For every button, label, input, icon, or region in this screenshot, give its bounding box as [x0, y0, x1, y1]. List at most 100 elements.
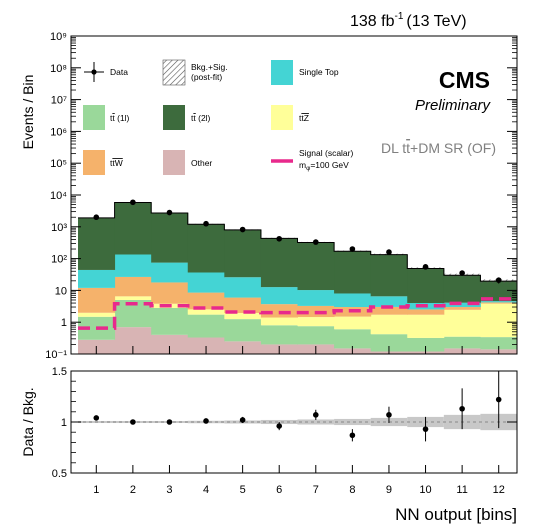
x-tick-label: 4 [203, 484, 209, 496]
ratio-point-bin-9 [386, 412, 392, 418]
bar-tt-w-bin-11 [443, 307, 481, 310]
svg-text:mφ=100 GeV: mφ=100 GeV [299, 160, 349, 172]
bar-tt-2l--bin-10 [407, 268, 445, 303]
y-tick-label: 10⁶ [50, 126, 67, 138]
y-tick-label: 1 [61, 317, 67, 329]
legend-entry-uncertainty: Bkg.+Sig. (post-fit) [162, 59, 228, 86]
bar-tt-2l--bin-4 [187, 224, 225, 273]
ratio-uncertainty-bin-8 [334, 418, 371, 426]
bar-tt-z-bin-2 [114, 296, 152, 300]
signal-line [78, 297, 517, 330]
bar-other-bin-4 [187, 337, 225, 354]
data-point-bin-10 [422, 264, 429, 270]
stack-histogram [78, 202, 517, 354]
x-tick-label: 11 [456, 484, 467, 496]
data-point-bin-9 [386, 249, 392, 255]
y-tick-label: 10⁴ [50, 190, 67, 202]
legend-entry-single-top: Single Top [271, 60, 339, 85]
bar-tt-z-bin-6 [260, 317, 298, 326]
bar-tt-w-bin-1 [78, 287, 116, 313]
data-point-bin-5 [239, 226, 246, 233]
x-tick-label: 10 [419, 484, 431, 496]
y-tick-label: 10⁹ [50, 31, 67, 43]
ratio-panel-frame [70, 370, 518, 474]
bar-tt-1l--bin-8 [334, 329, 372, 349]
ratio-point-bin-8 [349, 432, 356, 439]
bar-tt-z-bin-7 [297, 317, 335, 327]
bar-tt-z-bin-11 [443, 309, 481, 337]
bar-tt-2l--bin-3 [151, 212, 189, 263]
bar-tt-z-bin-9 [370, 314, 408, 335]
bar-tt-w-bin-5 [224, 297, 262, 313]
svg-text:(post-fit): (post-fit) [191, 72, 222, 82]
bar-single-top-bin-6 [260, 287, 298, 305]
y-axis-label: Events / Bin [20, 75, 36, 150]
bar-tt-1l--bin-12 [480, 337, 517, 350]
bar-tt-w-bin-3 [151, 282, 189, 304]
bar-tt-1l--bin-6 [260, 325, 298, 345]
bar-single-top-bin-3 [151, 262, 189, 283]
ratio-y-tick-label: 0.5 [52, 468, 67, 480]
bar-tt-z-bin-12 [480, 303, 517, 338]
svg-text:Signal (scalar): Signal (scalar) [299, 148, 353, 158]
bar-tt-2l--bin-7 [297, 242, 335, 291]
ratio-y-tick-label: 1 [61, 417, 67, 429]
svg-text:Bkg.+Sig.: Bkg.+Sig. [191, 62, 228, 72]
top-panel-frame [70, 35, 518, 355]
bar-tt-2l--bin-2 [114, 202, 152, 255]
bar-tt-1l--bin-3 [151, 307, 189, 335]
data-point-bin-8 [349, 246, 356, 252]
bar-tt-z-bin-5 [224, 312, 262, 320]
y-tick-label: 10⁷ [51, 95, 67, 107]
bar-single-top-bin-11 [443, 302, 481, 308]
bar-tt-w-bin-2 [114, 276, 152, 297]
svg-text:Data: Data [110, 67, 128, 77]
legend-entry-ttw: ttW [83, 150, 123, 175]
bar-tt-2l--bin-8 [334, 251, 372, 294]
x-tick-label: 12 [493, 484, 505, 496]
y-tick-label: 10⁵ [50, 158, 67, 170]
bar-tt-1l--bin-5 [224, 319, 262, 342]
bar-tt-2l--bin-6 [260, 238, 298, 288]
bar-tt-z-bin-10 [407, 314, 445, 338]
legend: Data Bkg.+Sig. (post-fit) Single Top tt … [83, 59, 353, 175]
bar-single-top-bin-12 [480, 301, 517, 303]
ratio-point-bin-5 [239, 417, 246, 423]
x-tick-label: 8 [349, 484, 355, 496]
svg-text:Other: Other [191, 158, 212, 168]
top-panel-marks: 10⁻¹ 1 10 10² 10³ 10⁴ 10⁵ 10⁶ 10⁷ 10⁸ 10⁹ [45, 31, 517, 361]
x-axis-label: NN output [bins] [395, 505, 517, 524]
svg-text:ttW: ttW [110, 158, 123, 168]
bar-tt-w-bin-10 [407, 309, 445, 315]
data-point-bin-12 [495, 277, 502, 283]
bar-tt-2l--bin-1 [78, 217, 116, 270]
x-tick-label: 9 [386, 484, 392, 496]
ratio-point-bin-12 [495, 396, 502, 403]
svg-text:ttZ: ttZ [299, 113, 309, 123]
bar-other-bin-3 [151, 334, 189, 354]
x-tick-label: 6 [276, 484, 282, 496]
svg-text:tt (1l): tt (1l) [110, 113, 130, 123]
ratio-point-bin-6 [276, 423, 283, 429]
ratio-uncertainty-bin-7 [297, 419, 335, 425]
legend-entry-signal: Signal (scalar) mφ=100 GeV [271, 148, 353, 172]
cms-label: CMS [439, 67, 490, 93]
bar-tt-2l--bin-9 [370, 254, 408, 297]
data-point-bin-3 [166, 209, 173, 216]
x-tick-label: 3 [166, 484, 172, 496]
bar-single-top-bin-8 [334, 293, 372, 308]
bar-single-top-bin-4 [187, 272, 225, 293]
y-tick-label: 10⁸ [50, 63, 67, 75]
y-tick-label: 10 [55, 285, 67, 297]
bar-tt-z-bin-8 [334, 316, 372, 330]
legend-entry-data: Data [84, 62, 128, 82]
legend-entry-ttbar-1l: tt (1l) [83, 105, 130, 130]
x-tick-label: 1 [93, 484, 99, 496]
data-point-bin-4 [203, 220, 209, 227]
bar-tt-1l--bin-7 [297, 326, 335, 345]
legend-entry-ttbar-2l: tt (2l) [163, 105, 211, 130]
bar-single-top-bin-2 [114, 254, 152, 277]
ratio-point-bin-3 [166, 419, 173, 425]
preliminary-label: Preliminary [415, 97, 492, 114]
